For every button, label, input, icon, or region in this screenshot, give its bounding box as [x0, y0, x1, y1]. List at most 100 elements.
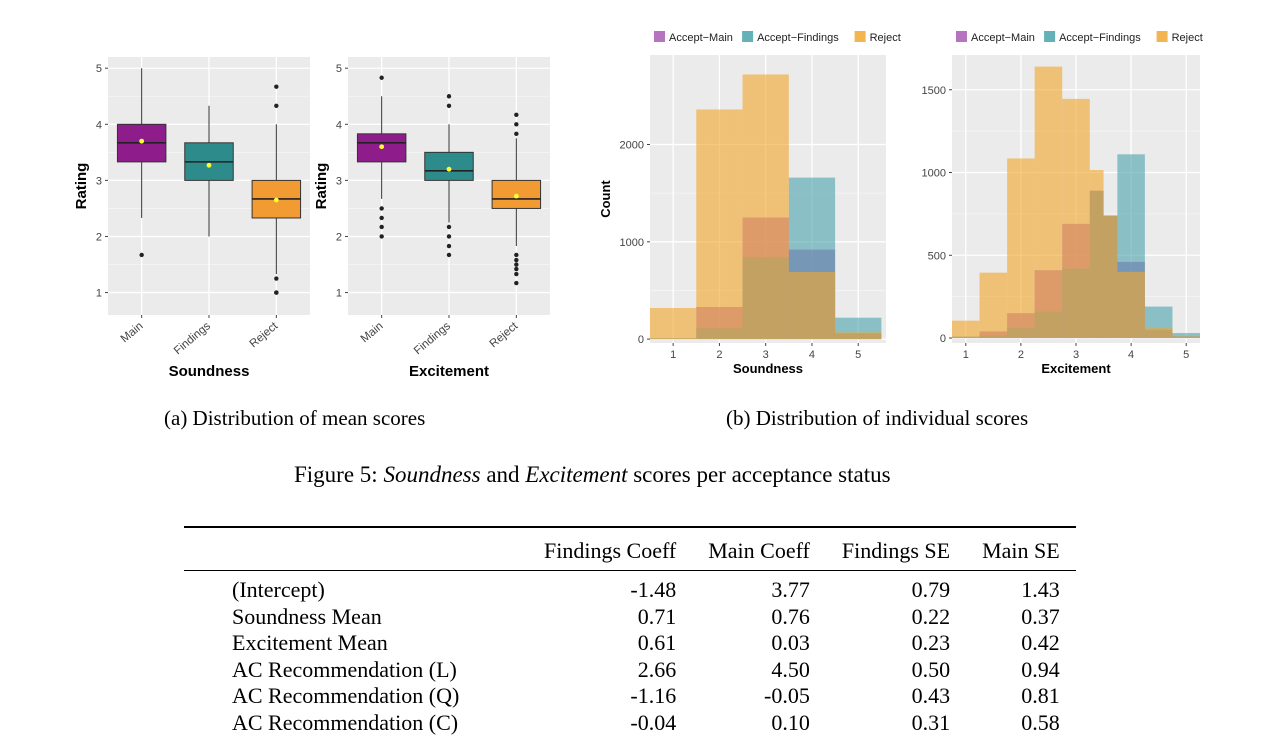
outlier-point — [379, 76, 383, 80]
y-tick-label: 4 — [336, 119, 342, 131]
outlier-point — [514, 132, 518, 136]
histogram-bar — [696, 109, 742, 339]
x-tick-label: Main — [359, 320, 386, 345]
outlier-point — [379, 206, 383, 210]
table-row: Soundness Mean 0.71 0.76 0.22 0.37 — [184, 604, 1076, 631]
cell: 0.43 — [826, 683, 966, 710]
y-tick-label: 1500 — [922, 85, 946, 97]
legend-swatch — [654, 31, 665, 42]
row-label: AC Recommendation (Q) — [184, 683, 528, 710]
cell: 0.76 — [692, 604, 826, 631]
y-tick-label: 2 — [96, 231, 102, 243]
figure-caption-term-soundness: Soundness — [383, 462, 480, 487]
y-tick-label: 5 — [336, 63, 342, 75]
outlier-point — [274, 85, 278, 89]
figure-caption-and: and — [486, 462, 519, 487]
cell: -1.16 — [528, 683, 692, 710]
outlier-point — [379, 234, 383, 238]
y-tick-label: 1 — [96, 288, 102, 300]
histogram-bar — [1062, 99, 1090, 338]
outlier-point — [514, 262, 518, 266]
regression-table: Findings Coeff Main Coeff Findings SE Ma… — [184, 526, 1076, 736]
x-tick-label: Reject — [488, 320, 521, 351]
y-tick-label: 2000 — [620, 140, 644, 152]
legend-label: Accept−Main — [669, 32, 733, 44]
histogram-excitement: Accept−Main Accept−Findings Reject 0 500 1000… — [905, 20, 1205, 395]
histogram-bar — [1172, 336, 1200, 338]
outlier-point — [379, 216, 383, 220]
cell: -0.04 — [528, 710, 692, 736]
cell: 0.71 — [528, 604, 692, 631]
histogram-bar — [1035, 67, 1063, 338]
table-header-row: Findings Coeff Main Coeff Findings SE Ma… — [184, 527, 1076, 571]
y-tick-label: 5 — [96, 63, 102, 75]
y-tick-label: 3 — [96, 175, 102, 187]
cell: 2.66 — [528, 657, 692, 684]
outlier-point — [139, 253, 143, 257]
mean-point — [379, 144, 384, 149]
table-header-findings-se: Findings SE — [826, 527, 966, 571]
x-tick-label: 3 — [763, 349, 769, 361]
outlier-point — [447, 225, 451, 229]
cell: 0.23 — [826, 630, 966, 657]
y-tick-label: 1 — [336, 288, 342, 300]
histogram-bar — [743, 74, 789, 339]
cell: -0.05 — [692, 683, 826, 710]
histogram-bar — [835, 332, 881, 339]
histogram-bar — [1145, 328, 1173, 338]
row-label: Soundness Mean — [184, 604, 528, 631]
figure-caption-term-excitement: Excitement — [525, 462, 627, 487]
cell: 0.03 — [692, 630, 826, 657]
legend-label: Accept−Findings — [1059, 32, 1141, 44]
cell: 0.81 — [966, 683, 1076, 710]
table-header-main-coeff: Main Coeff — [692, 527, 826, 571]
y-tick-label: 0 — [940, 333, 946, 345]
x-axis-title: Excitement — [1041, 361, 1111, 376]
y-tick-label: 2 — [336, 231, 342, 243]
mean-point — [274, 198, 279, 203]
cell: 0.61 — [528, 630, 692, 657]
legend-label: Reject — [1172, 32, 1203, 44]
cell: 0.94 — [966, 657, 1076, 684]
legend-label: Accept−Main — [971, 32, 1035, 44]
x-tick-label: 3 — [1073, 349, 1079, 361]
y-tick-label: 0 — [638, 334, 644, 346]
cell: 0.22 — [826, 604, 966, 631]
table-header-empty — [184, 527, 528, 571]
outlier-point — [447, 234, 451, 238]
cell: 0.31 — [826, 710, 966, 736]
histogram-bar — [789, 272, 835, 339]
outlier-point — [274, 104, 278, 108]
legend-swatch — [855, 31, 866, 42]
table-row: AC Recommendation (C) -0.04 0.10 0.31 0.… — [184, 710, 1076, 736]
histogram-bar — [1104, 216, 1118, 338]
legend-label: Reject — [870, 32, 901, 44]
y-tick-label: 1000 — [922, 168, 946, 180]
x-tick-label: 4 — [1128, 349, 1134, 361]
mean-point — [447, 167, 452, 172]
x-tick-label: 2 — [716, 349, 722, 361]
table-row: Excitement Mean 0.61 0.03 0.23 0.42 — [184, 630, 1076, 657]
cell: 0.37 — [966, 604, 1076, 631]
outlier-point — [447, 94, 451, 98]
outlier-point — [514, 258, 518, 262]
outlier-point — [514, 253, 518, 257]
mean-point — [207, 163, 212, 168]
cell: 0.79 — [826, 571, 966, 604]
x-tick-label: 4 — [809, 349, 815, 361]
cell: 1.43 — [966, 571, 1076, 604]
histogram-bar — [650, 308, 696, 339]
row-label: AC Recommendation (C) — [184, 710, 528, 736]
box — [425, 152, 473, 180]
cell: 3.77 — [692, 571, 826, 604]
y-axis-title: Rating — [313, 163, 330, 210]
histogram-bar — [980, 273, 1008, 338]
row-label: AC Recommendation (L) — [184, 657, 528, 684]
x-tick-label: Findings — [412, 320, 453, 357]
x-tick-label: Findings — [172, 320, 213, 357]
legend-swatch — [1157, 31, 1168, 42]
x-tick-label: Reject — [248, 320, 281, 351]
x-tick-label: 1 — [963, 349, 969, 361]
y-tick-label: 500 — [928, 250, 946, 262]
